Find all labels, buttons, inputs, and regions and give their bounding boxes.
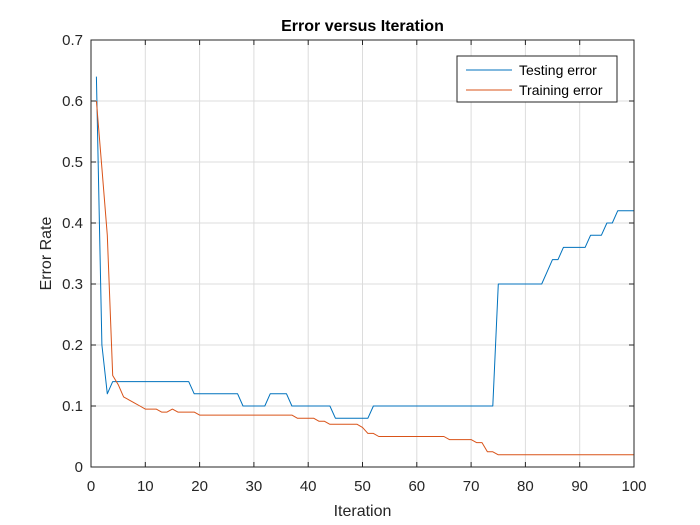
x-tick-label: 80	[517, 478, 534, 495]
legend-label-testing-error: Testing error	[519, 62, 597, 78]
legend-label-training-error: Training error	[519, 82, 603, 98]
y-axis-label: Error Rate	[38, 217, 55, 291]
x-tick-label: 90	[571, 478, 588, 495]
x-tick-label: 50	[354, 478, 371, 495]
series-layer	[95, 76, 634, 456]
chart-title: Error versus Iteration	[281, 18, 444, 35]
x-tick-label: 30	[246, 478, 263, 495]
series-line-training-error	[95, 100, 634, 456]
x-axis-label: Iteration	[334, 503, 392, 520]
x-tick-label: 20	[191, 478, 208, 495]
legend: Testing error Training error	[456, 55, 618, 103]
x-tick-label: 100	[621, 478, 646, 495]
x-tick-label: 10	[137, 478, 154, 495]
axis-ticks: 0 10 20 30 40 50 60 70 80 90 100 0 0.1 0.2 0.3 0.4 0.5 0.…	[62, 32, 646, 495]
x-tick-label: 60	[408, 478, 425, 495]
series-line-testing-error	[95, 76, 634, 419]
y-tick-label: 0.3	[62, 276, 83, 293]
y-tick-label: 0.1	[62, 398, 83, 415]
x-tick-label: 70	[463, 478, 480, 495]
y-tick-label: 0.7	[62, 32, 83, 49]
y-tick-label: 0.6	[62, 93, 83, 110]
x-tick-label: 40	[300, 478, 317, 495]
y-tick-label: 0.4	[62, 215, 83, 232]
y-tick-label: 0.2	[62, 337, 83, 354]
legend-box	[456, 55, 618, 103]
y-tick-label: 0.5	[62, 154, 83, 171]
x-tick-label: 0	[87, 478, 95, 495]
y-tick-label: 0	[75, 459, 83, 476]
